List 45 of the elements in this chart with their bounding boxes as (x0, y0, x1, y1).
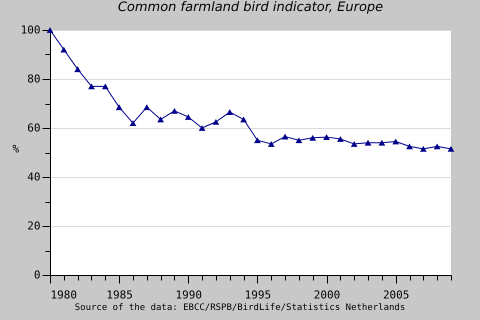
y-tick-label: 80 (27, 72, 40, 86)
point (378, 140, 386, 146)
y-tick-label: 60 (27, 122, 40, 134)
point (350, 141, 358, 147)
point (88, 83, 95, 90)
point (102, 83, 109, 90)
x-tick-label: 1985 (106, 288, 133, 302)
x-tick-label: 1980 (50, 288, 77, 302)
point (240, 116, 247, 122)
point (364, 140, 372, 146)
x-tick-label: 2005 (382, 288, 410, 302)
point (184, 114, 192, 120)
point (157, 116, 164, 122)
x-tick-label: 2000 (314, 288, 340, 302)
point (337, 136, 344, 142)
point (46, 27, 54, 33)
point (392, 138, 400, 144)
point (212, 118, 220, 125)
point (74, 66, 82, 72)
y-tick-label: 100 (20, 24, 40, 36)
y-tick-label: 40 (27, 170, 40, 184)
point (323, 134, 330, 140)
point (309, 134, 316, 141)
point (198, 125, 206, 131)
point (296, 137, 302, 144)
point (406, 143, 413, 150)
point (448, 146, 454, 152)
point (434, 143, 441, 150)
x-tick-label: 1990 (176, 288, 202, 302)
point (116, 104, 122, 110)
y-tick-label: 20 (27, 220, 40, 232)
point (420, 146, 427, 152)
point (171, 108, 178, 114)
point (143, 104, 150, 110)
y-axis-title: % (12, 142, 20, 156)
point (60, 46, 68, 53)
point (282, 134, 288, 140)
source-note: Source of the data: EBCC/RSPB/BirdLife/Statistics Netherlands (74, 303, 406, 313)
x-tick-label: 1995 (244, 288, 272, 302)
point (254, 137, 261, 144)
y-tick-label: 0 (34, 268, 40, 282)
chart-title: Common farmland bird indicator, Europe (118, 0, 384, 15)
point (130, 120, 136, 126)
point (268, 141, 275, 147)
point (226, 109, 234, 115)
